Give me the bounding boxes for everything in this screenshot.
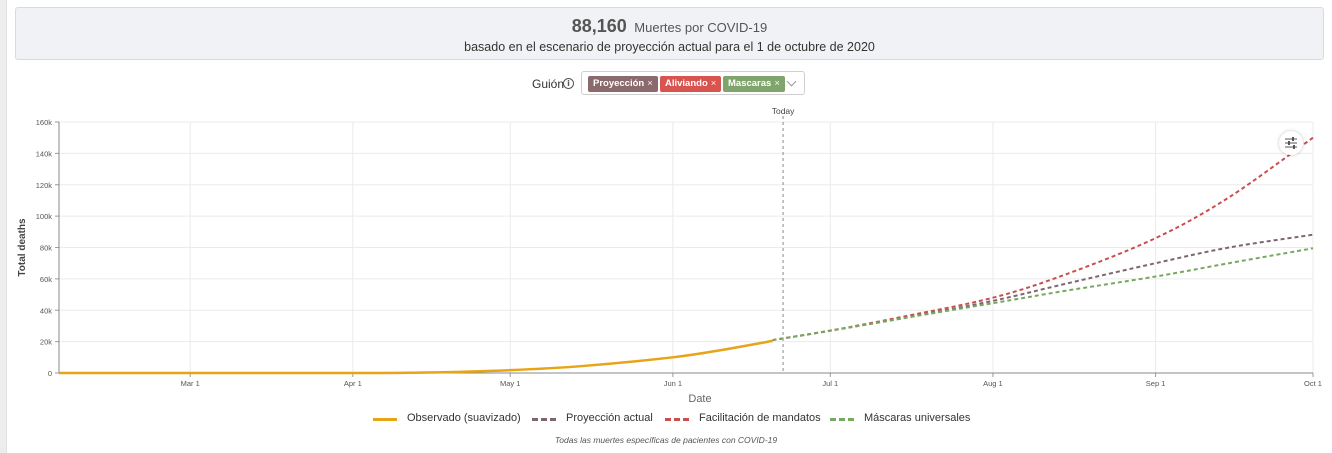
info-circle-icon[interactable]: i xyxy=(563,78,574,89)
chart-legend: Observado (suavizado) Proyección actual … xyxy=(0,411,1332,427)
scenario-multiselect[interactable]: Proyección × Aliviando × Mascaras × xyxy=(581,71,805,95)
x-tick-label: Sep 1 xyxy=(1146,379,1166,388)
sliders-icon xyxy=(1285,137,1297,149)
legend-swatch xyxy=(532,418,556,421)
scenario-selector-row: Guión i Proyección × Aliviando × Mascaras × xyxy=(0,71,1332,97)
series-line-0 xyxy=(59,339,773,375)
x-tick-label: Jul 1 xyxy=(822,379,838,388)
y-tick-label: 140k xyxy=(36,149,53,158)
y-tick-label: 40k xyxy=(40,306,52,315)
y-tick-label: 0 xyxy=(48,369,52,378)
series-line-3 xyxy=(772,247,1314,342)
scenario-tag-mascaras[interactable]: Mascaras × xyxy=(723,76,785,92)
y-tick-label: 80k xyxy=(40,244,52,253)
total-deaths-unit: Muertes por COVID-19 xyxy=(634,20,768,35)
scenario-tag-label: Mascaras xyxy=(728,78,772,89)
chart-settings-button[interactable] xyxy=(1279,131,1303,155)
series-line-2 xyxy=(772,136,1314,342)
x-axis-title: Date xyxy=(688,393,711,405)
scenario-tag-proyeccion[interactable]: Proyección × xyxy=(588,76,658,92)
x-tick-label: Jun 1 xyxy=(664,379,682,388)
chart-footnote: Todas las muertes específicas de pacient… xyxy=(554,435,778,445)
y-axis-title: Total deaths xyxy=(17,218,28,277)
x-tick-label: Mar 1 xyxy=(181,379,200,388)
page-left-edge xyxy=(0,0,7,453)
remove-tag-icon[interactable]: × xyxy=(710,78,717,89)
legend-swatch xyxy=(830,418,854,421)
x-tick-label: Oct 1 xyxy=(1304,379,1322,388)
y-tick-label: 120k xyxy=(36,181,53,190)
y-tick-label: 100k xyxy=(36,212,53,221)
legend-label: Observado (suavizado) xyxy=(407,412,521,424)
y-tick-label: 60k xyxy=(40,275,52,284)
summary-subtitle: basado en el escenario de proyección act… xyxy=(464,40,875,54)
summary-banner: 88,160 Muertes por COVID-19 basado en el… xyxy=(15,7,1324,60)
x-tick-label: Apr 1 xyxy=(344,379,362,388)
today-marker-label: Today xyxy=(772,106,795,116)
legend-swatch xyxy=(373,418,397,421)
x-tick-label: May 1 xyxy=(500,379,520,388)
scenario-tag-aliviando[interactable]: Aliviando × xyxy=(660,76,722,92)
remove-tag-icon[interactable]: × xyxy=(647,78,653,89)
scenario-tag-label: Aliviando xyxy=(665,78,708,89)
scenario-tag-label: Proyección xyxy=(593,78,645,89)
scenario-label: Guión xyxy=(532,77,565,91)
chevron-down-icon[interactable] xyxy=(786,76,797,87)
total-deaths-value: 88,160 xyxy=(571,16,627,36)
legend-label: Proyección actual xyxy=(566,412,653,424)
legend-swatch xyxy=(665,418,689,421)
remove-tag-icon[interactable]: × xyxy=(774,78,780,89)
y-tick-label: 20k xyxy=(40,338,52,347)
legend-label: Máscaras universales xyxy=(864,412,971,424)
legend-label: Facilitación de mandatos xyxy=(699,412,821,424)
deaths-chart: 0 20k 40k 60k 80k 100k 120k 140k 160k Mar 1 Apr 1 M… xyxy=(17,106,1322,405)
series-line-1 xyxy=(772,233,1314,342)
y-tick-label: 160k xyxy=(36,118,53,127)
x-tick-label: Aug 1 xyxy=(983,379,1003,388)
